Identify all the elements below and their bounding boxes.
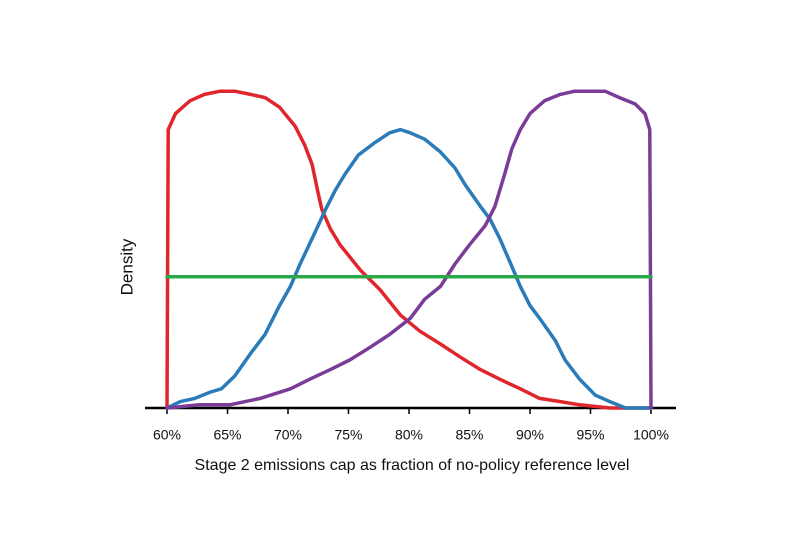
x-tick-label: 60% bbox=[153, 427, 181, 443]
y-axis-label: Density bbox=[117, 238, 136, 295]
x-tick-label: 80% bbox=[395, 427, 423, 443]
density-line bbox=[165, 127, 653, 410]
density-line bbox=[165, 89, 653, 410]
x-tick-label: 95% bbox=[576, 427, 604, 443]
x-tick-label: 85% bbox=[455, 427, 483, 443]
x-tick-label: 90% bbox=[516, 427, 544, 443]
x-axis-label: Stage 2 emissions cap as fraction of no-… bbox=[195, 457, 630, 474]
density-line bbox=[165, 89, 653, 410]
x-tick-label: 75% bbox=[334, 427, 362, 443]
x-tick-label: 65% bbox=[213, 427, 241, 443]
x-tick-label: 70% bbox=[274, 427, 302, 443]
x-tick-label: 100% bbox=[633, 427, 669, 443]
